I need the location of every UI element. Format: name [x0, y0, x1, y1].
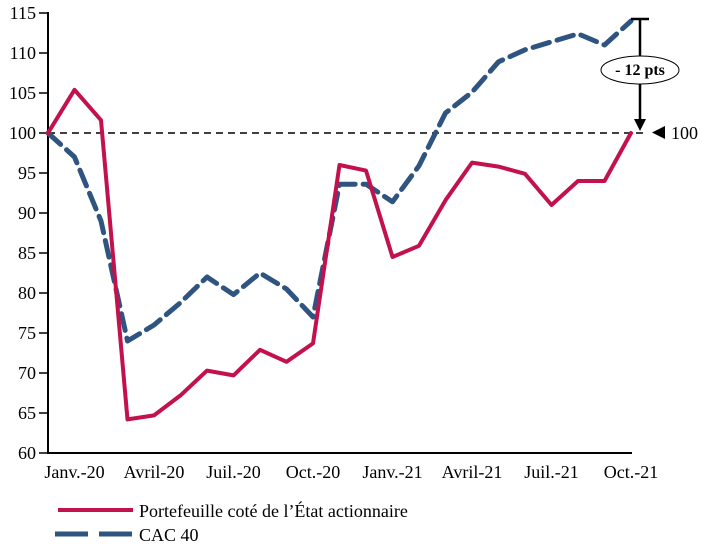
gap-annotation: - 12 pts	[600, 55, 680, 85]
y-tick-label: 95	[18, 163, 36, 183]
y-tick-label: 60	[18, 443, 36, 463]
x-axis-labels: Janv.-20 Avril-20 Juil.-20 Oct.-20 Janv.-21 A…	[44, 462, 658, 482]
y-tick-label: 85	[18, 243, 36, 263]
legend-cac40-label: CAC 40	[139, 525, 199, 545]
x-tick-label: Juil.-20	[206, 462, 261, 482]
y-tick-label: 115	[10, 3, 36, 23]
y-tick-label: 100	[9, 123, 36, 143]
x-tick-label: Janv.-21	[362, 462, 422, 482]
y-axis-ticks: 60 65 70 75 80 85 90 95 100 105 110 115	[9, 3, 47, 463]
y-tick-label: 105	[9, 83, 36, 103]
x-axis: Janv.-20 Avril-20 Juil.-20 Oct.-20 Janv.-21 A…	[44, 452, 658, 482]
gap-annotation-bubble	[600, 55, 680, 85]
y-tick-label: 65	[18, 403, 36, 423]
y-tick-label: 70	[18, 363, 36, 383]
x-tick-label: Avril-21	[442, 462, 503, 482]
cac40-line	[45, 18, 634, 344]
x-tick-label: Oct.-20	[286, 462, 340, 482]
gap-arrow-head	[634, 119, 646, 131]
end-marker-label: 100	[671, 123, 698, 143]
x-tick-label: Oct.-21	[604, 462, 658, 482]
portfolio-line	[46, 87, 633, 422]
x-tick-label: Juil.-21	[524, 462, 579, 482]
y-tick-label: 75	[18, 323, 36, 343]
end-marker-triangle	[652, 126, 665, 139]
y-tick-label: 110	[10, 43, 36, 63]
gap-annotation-text: - 12 pts	[615, 62, 665, 79]
y-axis: 60 65 70 75 80 85 90 95 100 105 110 115	[9, 3, 49, 463]
y-tick-label: 80	[18, 283, 36, 303]
end-marker: 100	[652, 123, 698, 143]
y-tick-label: 90	[18, 203, 36, 223]
x-tick-label: Janv.-20	[44, 462, 104, 482]
legend: Portefeuille coté de l’État actionnaire …	[55, 500, 408, 545]
x-tick-label: Avril-20	[124, 462, 185, 482]
legend-portfolio-label: Portefeuille coté de l’État actionnaire	[139, 500, 408, 521]
